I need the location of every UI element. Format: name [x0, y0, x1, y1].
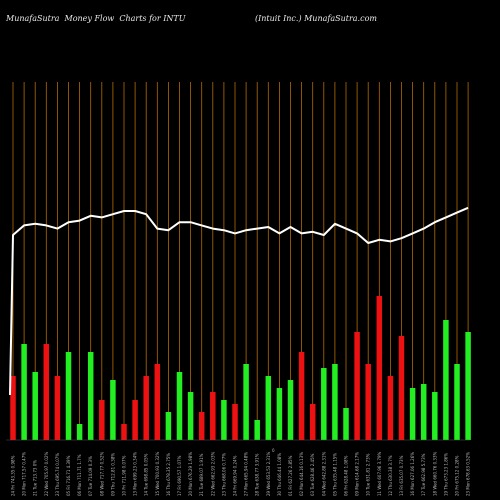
money-flow-line	[9, 206, 469, 396]
money-flow-bar	[420, 384, 427, 440]
x-tick-label: 16 Thu 678.35 2.75%	[166, 453, 171, 496]
money-flow-bar	[232, 404, 238, 440]
x-tick-label: 06 Fri 628.48 1.08%	[344, 455, 349, 496]
x-tick-label: 24 Fri 743.35 0.98%	[11, 455, 16, 496]
money-flow-bar	[265, 376, 272, 440]
chart-subtitle: (Intuit Inc.) MunafaSutra.com	[255, 14, 377, 23]
money-flow-bar	[332, 364, 338, 440]
x-tick-label: 04 Wed 642.88 2.31%	[321, 451, 326, 496]
x-tick-label: 24 Fri 669.94 0.24%	[233, 455, 238, 496]
x-tick-label: 12 Thu 630.38 3.7%	[388, 455, 393, 496]
x-tick-label: 09 Thu 712.81 0.38%	[110, 453, 115, 496]
x-tick-label: 22 Wed 662.93 2.03%	[210, 451, 215, 496]
money-flow-bar	[309, 404, 316, 440]
x-axis-ticks: 24 Fri 743.35 0.98% 20 Mon 717.57 0.47% 21…	[11, 451, 471, 496]
x-tick-label: 23 Mon 678.63 0.52%	[466, 452, 471, 496]
x-tick-label: 06 Mon 711.71 1.7%	[77, 454, 82, 496]
money-flow-bar	[221, 400, 227, 440]
x-tick-label: 20 Fri 675.12 0.28%	[455, 455, 460, 496]
money-flow-bar	[376, 296, 383, 440]
money-flow-bar	[243, 364, 249, 440]
money-flow-bar	[287, 380, 294, 440]
x-tick-label: 14 Tue 698.85 0.05%	[144, 453, 149, 496]
money-flow-bar	[143, 376, 149, 440]
x-tick-label: 16 Mon 627.06 1.26%	[410, 452, 415, 496]
x-tick-label: 22 Wed 705.97 0.02%	[44, 451, 49, 496]
x-tick-label: 28 Tue 638.77 3.91%	[255, 453, 260, 496]
money-flow-bar	[165, 412, 172, 440]
x-tick-label: 07 Tue 714.09 0.3%	[88, 456, 93, 496]
money-flow-bar	[276, 388, 283, 440]
money-flow-bar	[99, 400, 105, 440]
x-tick-label: 23 Thu 695.74 0.07%	[55, 453, 60, 496]
x-tick-label: 09 Mon 614.68 2.17%	[355, 452, 360, 496]
x-tick-label: 17 Fri 690.57 1.07%	[177, 455, 182, 496]
money-flow-bar	[454, 364, 460, 440]
money-flow-bar	[432, 392, 438, 440]
money-flow-bar	[54, 376, 61, 440]
money-flow-bar	[65, 352, 72, 440]
x-tick-label: 20 Mon 717.57 0.47%	[22, 452, 27, 496]
money-flow-bar	[465, 332, 471, 440]
money-flow-bar	[187, 392, 194, 440]
money-flow-bar	[443, 320, 449, 440]
x-tick-label: 02 Mon 644.16 0.13%	[299, 452, 304, 496]
money-flow-bar	[321, 368, 327, 440]
money-flow-bar	[32, 372, 38, 440]
money-flow-bar	[365, 364, 371, 440]
x-tick-label: 13 Fri 635.07 0.73%	[399, 455, 404, 496]
chart-title: MunafaSutra Money Flow Charts for INTU	[6, 14, 186, 23]
x-tick-label: 17 Tue 662.98 5.73%	[421, 453, 426, 496]
x-tick-label: 01 Fri 627.26 2.85%	[288, 455, 293, 496]
money-flow-bar	[254, 420, 260, 440]
x-tick-label: 08 Wed 717.77 0.52%	[99, 451, 104, 496]
money-flow-bar	[343, 408, 349, 440]
x-tick-label: 30 Thu 646.44 1.08%	[277, 453, 282, 496]
axis-zero-label: 0	[272, 448, 275, 453]
x-tick-label: 05 Fri 716.71 4.39%	[66, 455, 71, 496]
money-flow-bar	[76, 424, 83, 440]
money-flow-bar	[198, 412, 205, 440]
x-tick-label: 18 Wed 660.76 0.33%	[432, 451, 437, 496]
x-tick-label: 03 Tue 628.46 2.45%	[310, 453, 315, 496]
money-flow-bar	[398, 336, 405, 440]
x-tick-label: 11 Wed 607.96 3.79%	[377, 451, 382, 496]
money-flow-bar	[154, 364, 161, 440]
money-flow-bar	[176, 372, 183, 440]
x-tick-label: 29 Wed 653.53 2.31%	[266, 451, 271, 496]
x-tick-label: 19 Thu 673.23 1.86%	[443, 453, 448, 496]
money-flow-bar	[10, 376, 16, 440]
money-flow-bar	[298, 352, 305, 440]
x-tick-label: 21 Tue 713.73 0%	[33, 460, 38, 496]
x-tick-label: 05 Thu 635.48 1.15%	[332, 453, 337, 496]
x-tick-label: 10 Fri 711.98 0.07%	[122, 455, 127, 496]
x-tick-label: 15 Wed 700.93 0.32%	[155, 451, 160, 496]
money-flow-bar	[21, 344, 27, 440]
money-flow-bar	[132, 400, 138, 440]
x-tick-label: 27 Mon 665.94 0.48%	[244, 452, 249, 496]
bars	[10, 296, 471, 440]
money-flow-bar	[121, 424, 127, 440]
x-tick-label: 13 Mon 699.23 0.34%	[133, 452, 138, 496]
x-tick-label: 20 Mon 676.29 1.98%	[188, 452, 193, 496]
money-flow-bar	[387, 376, 394, 440]
x-tick-label: 10 Tue 631.81 2.73%	[366, 453, 371, 496]
money-flow-bar	[87, 352, 94, 440]
x-tick-label: 23 Thu 668.06 0.77%	[221, 453, 226, 496]
money-flow-bar	[354, 332, 360, 440]
money-flow-bar	[110, 380, 116, 440]
money-flow-bar	[409, 388, 416, 440]
money-flow-bar	[210, 392, 216, 440]
x-tick-label: 21 Tue 689.07 1.91%	[199, 453, 204, 496]
money-flow-bar	[43, 344, 50, 440]
